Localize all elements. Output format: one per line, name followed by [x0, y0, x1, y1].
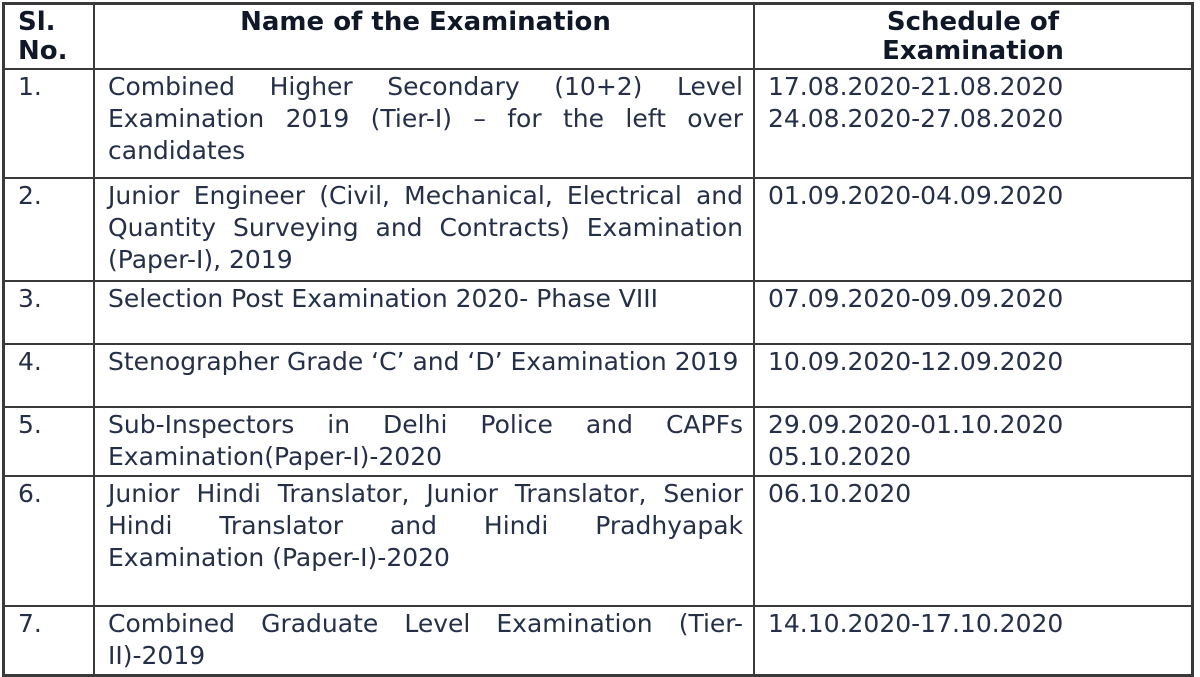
- cell-sl-no: 3.: [18, 284, 42, 313]
- schedule-line: 06.10.2020: [768, 479, 912, 508]
- table-row: 5. Sub-Inspectors in Delhi Police and CA…: [5, 406, 1191, 475]
- cell-schedule: 07.09.2020-09.09.2020: [753, 282, 1191, 343]
- schedule-line: 14.10.2020-17.10.2020: [768, 609, 1064, 638]
- table-row: 1. Combined Higher Secondary (10+2) Leve…: [5, 68, 1191, 177]
- cell-exam-name: Combined Higher Secondary (10+2) Level E…: [93, 70, 753, 177]
- cell-exam-name: Stenographer Grade ‘C’ and ‘D’ Examinati…: [93, 345, 753, 406]
- header-cell-exam-name: Name of the Examination: [93, 5, 753, 68]
- schedule-line: 07.09.2020-09.09.2020: [768, 284, 1064, 313]
- table-row: 4. Stenographer Grade ‘C’ and ‘D’ Examin…: [5, 343, 1191, 406]
- cell-sl-no: 2.: [18, 181, 42, 210]
- table-row: 3. Selection Post Examination 2020- Phas…: [5, 280, 1191, 343]
- table-row: 6. Junior Hindi Translator, Junior Trans…: [5, 475, 1191, 605]
- cell-schedule: 17.08.2020-21.08.2020 24.08.2020-27.08.20…: [753, 70, 1191, 177]
- schedule-line: 05.10.2020: [768, 442, 912, 471]
- header-cell-schedule: Schedule of Examination: [753, 5, 1191, 68]
- table-row: 7. Combined Graduate Level Examination (…: [5, 605, 1191, 674]
- cell-sl-no: 1.: [18, 72, 42, 101]
- cell-exam-name: Selection Post Examination 2020- Phase V…: [93, 282, 753, 343]
- schedule-line: 17.08.2020-21.08.2020: [768, 72, 1064, 101]
- cell-schedule: 10.09.2020-12.09.2020: [753, 345, 1191, 406]
- cell-schedule: 06.10.2020: [753, 477, 1191, 605]
- cell-sl-no: 6.: [18, 479, 42, 508]
- schedule-line: 24.08.2020-27.08.2020: [768, 104, 1064, 133]
- cell-schedule: 29.09.2020-01.10.2020 05.10.2020: [753, 408, 1191, 475]
- cell-exam-name: Junior Engineer (Civil, Mechanical, Elec…: [93, 179, 753, 280]
- table-row: 2. Junior Engineer (Civil, Mechanical, E…: [5, 177, 1191, 280]
- header-row: Sl. No. Name of the Examination Schedule…: [5, 5, 1191, 68]
- cell-sl-no: 5.: [18, 410, 42, 439]
- header-cell-sl-no: Sl. No.: [18, 7, 68, 66]
- cell-exam-name: Junior Hindi Translator, Junior Translat…: [93, 477, 753, 605]
- cell-schedule: 14.10.2020-17.10.2020: [753, 607, 1191, 674]
- cell-exam-name: Combined Graduate Level Examination (Tie…: [93, 607, 753, 674]
- cell-exam-name: Sub-Inspectors in Delhi Police and CAPFs…: [93, 408, 753, 475]
- schedule-line: 10.09.2020-12.09.2020: [768, 347, 1064, 376]
- schedule-line: 01.09.2020-04.09.2020: [768, 181, 1064, 210]
- cell-schedule: 01.09.2020-04.09.2020: [753, 179, 1191, 280]
- schedule-line: 29.09.2020-01.10.2020: [768, 410, 1064, 439]
- cell-sl-no: 7.: [18, 609, 42, 638]
- cell-sl-no: 4.: [18, 347, 42, 376]
